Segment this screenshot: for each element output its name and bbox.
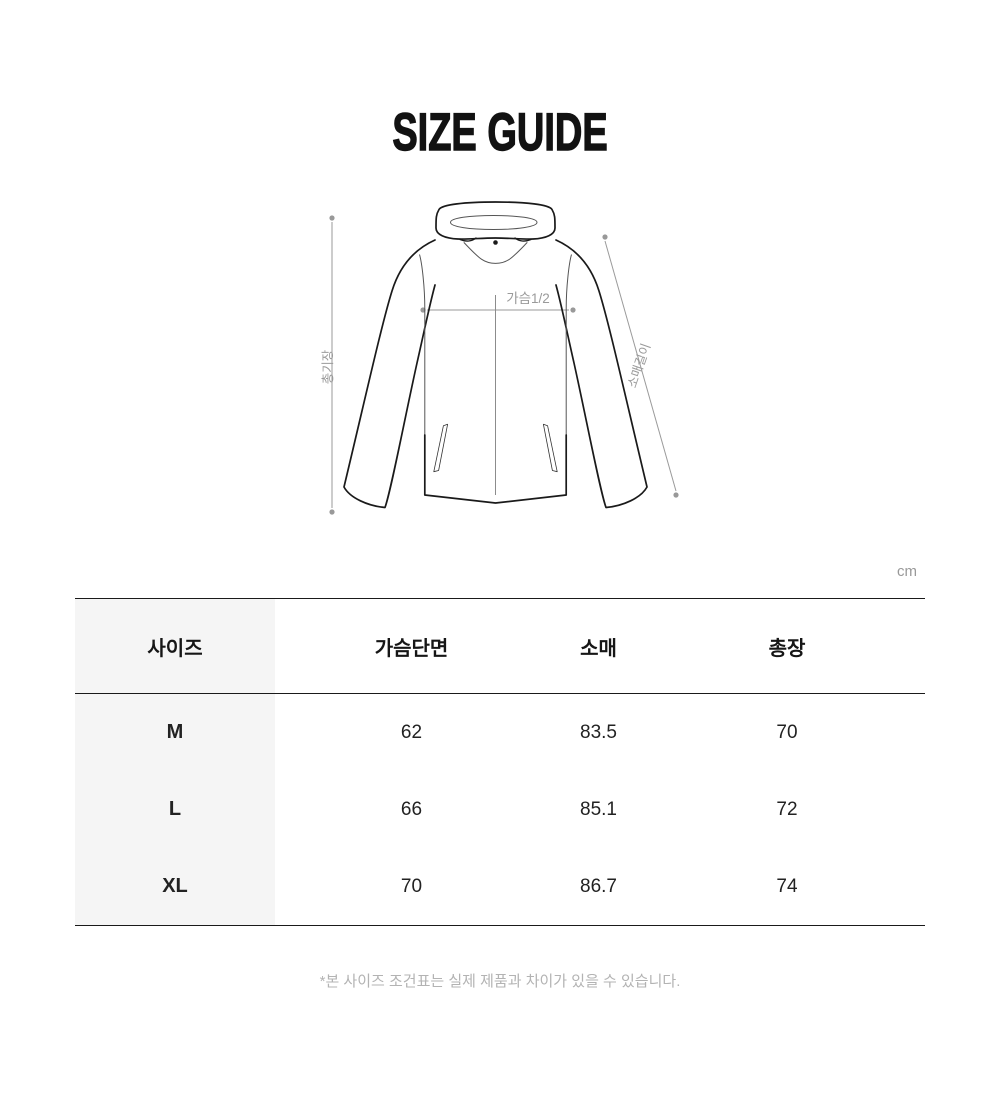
svg-text:소매길이: 소매길이 xyxy=(625,342,653,390)
svg-text:총기장: 총기장 xyxy=(321,349,335,384)
svg-text:가슴1/2: 가슴1/2 xyxy=(506,291,550,306)
